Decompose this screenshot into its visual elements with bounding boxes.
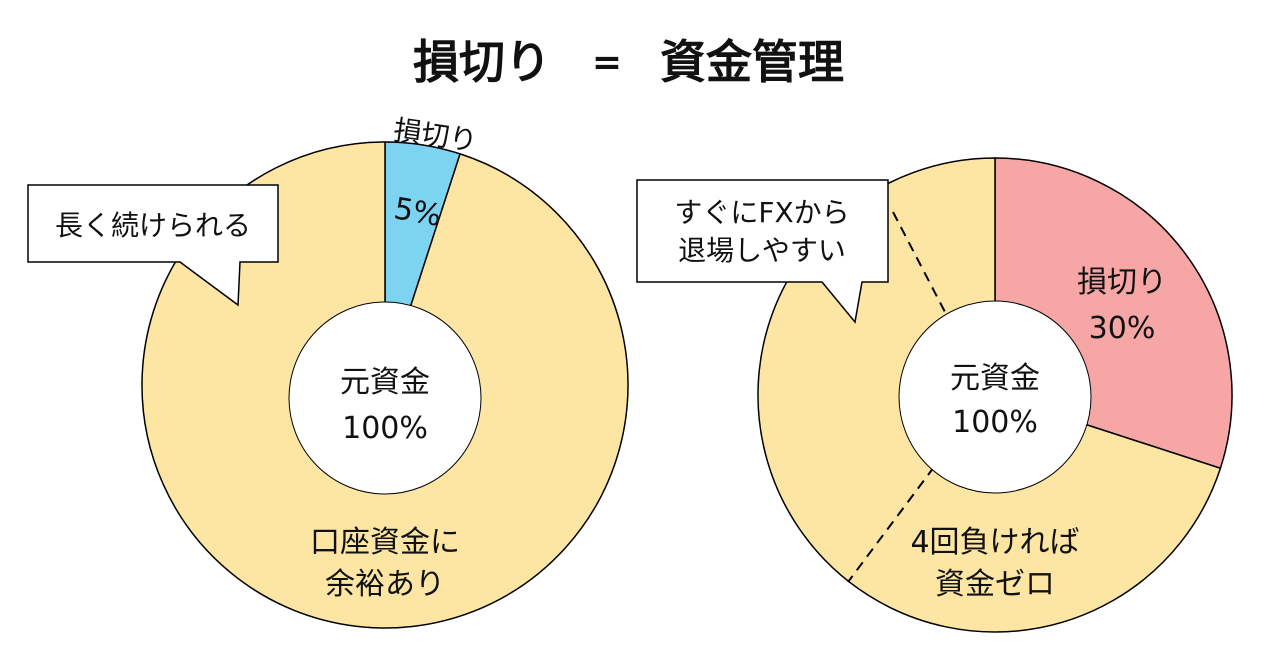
right-loss-label-line2: 30% [1089, 311, 1156, 346]
right-callout-text-line2: 退場しやすい [678, 234, 846, 267]
right-callout-bubble [636, 179, 889, 324]
left-callout-bubble [27, 184, 279, 307]
right-center-hole [898, 300, 1092, 494]
right-center-label-line2: 100% [952, 405, 1038, 440]
left-remaining-label-line1: 口座資金に [310, 525, 460, 560]
right-loss-label-line1: 損切り [1077, 265, 1167, 300]
right-callout-text-line1: すぐにFXから [674, 196, 849, 229]
title-separator: = [592, 42, 622, 83]
right-remaining-label-line2: 資金ゼロ [935, 567, 1055, 602]
left-remaining-label-line2: 余裕あり [325, 567, 445, 602]
left-callout-text: 長く続けられる [55, 209, 251, 242]
right-dashed-divider-lower [847, 466, 935, 583]
right-dashed-divider-upper [892, 211, 946, 313]
right-remaining-label-line1: 4回負ければ [910, 525, 1079, 560]
right-pie-chart: 元資金 100% 損切り 30% 4回負ければ 資金ゼロ すぐにFXから 退場し… [636, 157, 1233, 633]
title-right: 資金管理 [660, 35, 844, 89]
left-loss-value-label: 5% [391, 191, 444, 234]
right-center-label-line1: 元資金 [950, 361, 1040, 396]
left-center-hole [288, 301, 482, 495]
title-left: 損切り [413, 35, 551, 89]
left-pie-chart: 元資金 100% 損切り 5% 口座資金に 余裕あり 長く続けられる [27, 113, 629, 629]
left-center-label-line1: 元資金 [340, 365, 430, 400]
left-center-label-line2: 100% [342, 411, 428, 446]
